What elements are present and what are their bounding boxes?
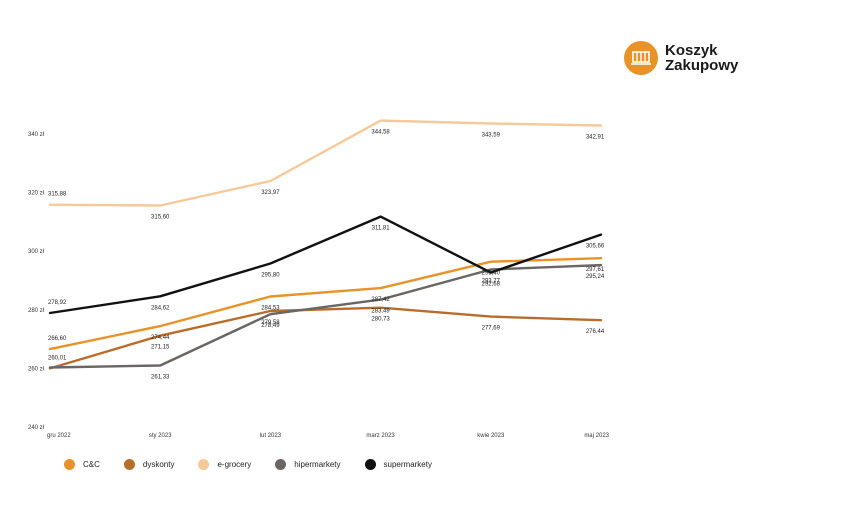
data-label: 278,92 — [48, 300, 67, 306]
data-label: 271,15 — [151, 345, 170, 351]
chart-legend: C&C dyskonty e-grocery hipermarkety supermar… — [64, 459, 456, 470]
data-label: 278,49 — [261, 323, 280, 329]
data-label: 343,59 — [482, 132, 501, 138]
legend-item: dyskonty — [123, 459, 175, 470]
legend-label: supermarkety — [383, 460, 432, 469]
legend-swatch — [198, 459, 210, 470]
data-label: 266,60 — [48, 336, 67, 342]
data-label: 283,49 — [371, 309, 390, 315]
data-label: 295,80 — [261, 273, 280, 279]
data-label: 297,61 — [586, 267, 605, 273]
data-label: 311,81 — [372, 226, 391, 232]
series-line-c-c — [48, 257, 603, 351]
legend-swatch — [364, 459, 376, 470]
logo-line-1: Koszyk — [665, 42, 718, 59]
data-label: 280,73 — [371, 317, 390, 323]
x-tick-label: maj 2023 — [584, 433, 609, 439]
data-label: 293,77 — [482, 278, 501, 284]
legend-label: C&C — [83, 460, 100, 469]
data-label: 261,33 — [151, 374, 170, 380]
y-tick-label: 320 zł — [28, 191, 45, 197]
data-label: 296,40 — [482, 271, 501, 277]
x-tick-label: gru 2022 — [47, 433, 71, 439]
x-tick-label: sty 2023 — [149, 433, 172, 439]
y-tick-label: 260 zł — [28, 366, 45, 372]
logo-line-2: Zakupowy — [665, 57, 739, 74]
data-label: 276,44 — [586, 329, 605, 335]
data-label: 342,91 — [586, 134, 605, 140]
series-line-hipermarkety — [48, 263, 603, 369]
legend-swatch — [64, 459, 75, 470]
legend-item: supermarkety — [364, 459, 432, 470]
y-tick-label: 280 zł — [28, 308, 45, 314]
x-tick-label: marz 2023 — [366, 433, 395, 439]
data-label: 287,42 — [371, 297, 390, 303]
series-line-supermarkety — [48, 215, 603, 315]
data-label: 277,69 — [482, 326, 501, 332]
legend-label: e-grocery — [217, 460, 252, 469]
data-label: 305,66 — [586, 244, 605, 250]
legend-item: e-grocery — [198, 459, 251, 470]
legend-item: C&C — [64, 459, 100, 470]
data-label: 279,58 — [261, 320, 280, 326]
legend-swatch — [275, 459, 287, 470]
data-label: 284,62 — [151, 305, 170, 311]
legend-item: hipermarkety — [275, 459, 341, 470]
data-label: 344,58 — [371, 130, 390, 136]
data-label: 284,53 — [261, 306, 280, 312]
data-label: 292,68 — [482, 282, 501, 288]
koszyk-zakupowy-logo: Koszyk Zakupowy — [624, 41, 738, 75]
series-line-dyskonty — [48, 306, 603, 370]
legend-label: dyskonty — [142, 460, 175, 469]
series-line-e-grocery — [48, 119, 603, 207]
x-tick-label: kwie 2023 — [477, 433, 505, 439]
data-label: 274,44 — [151, 335, 170, 341]
data-label: 315,88 — [48, 192, 67, 198]
y-tick-label: 340 zł — [28, 132, 45, 138]
y-tick-label: 300 zł — [28, 249, 45, 255]
legend-label: hipermarkety — [294, 460, 341, 469]
legend-swatch — [123, 459, 135, 470]
cart-logo-icon — [624, 41, 658, 75]
data-label: 260,01 — [48, 355, 67, 361]
data-label: 323,97 — [261, 190, 280, 196]
y-tick-label: 240 zł — [28, 425, 45, 431]
data-label: 315,60 — [151, 214, 170, 220]
x-tick-label: lut 2023 — [260, 433, 282, 439]
data-label: 295,24 — [586, 274, 605, 280]
